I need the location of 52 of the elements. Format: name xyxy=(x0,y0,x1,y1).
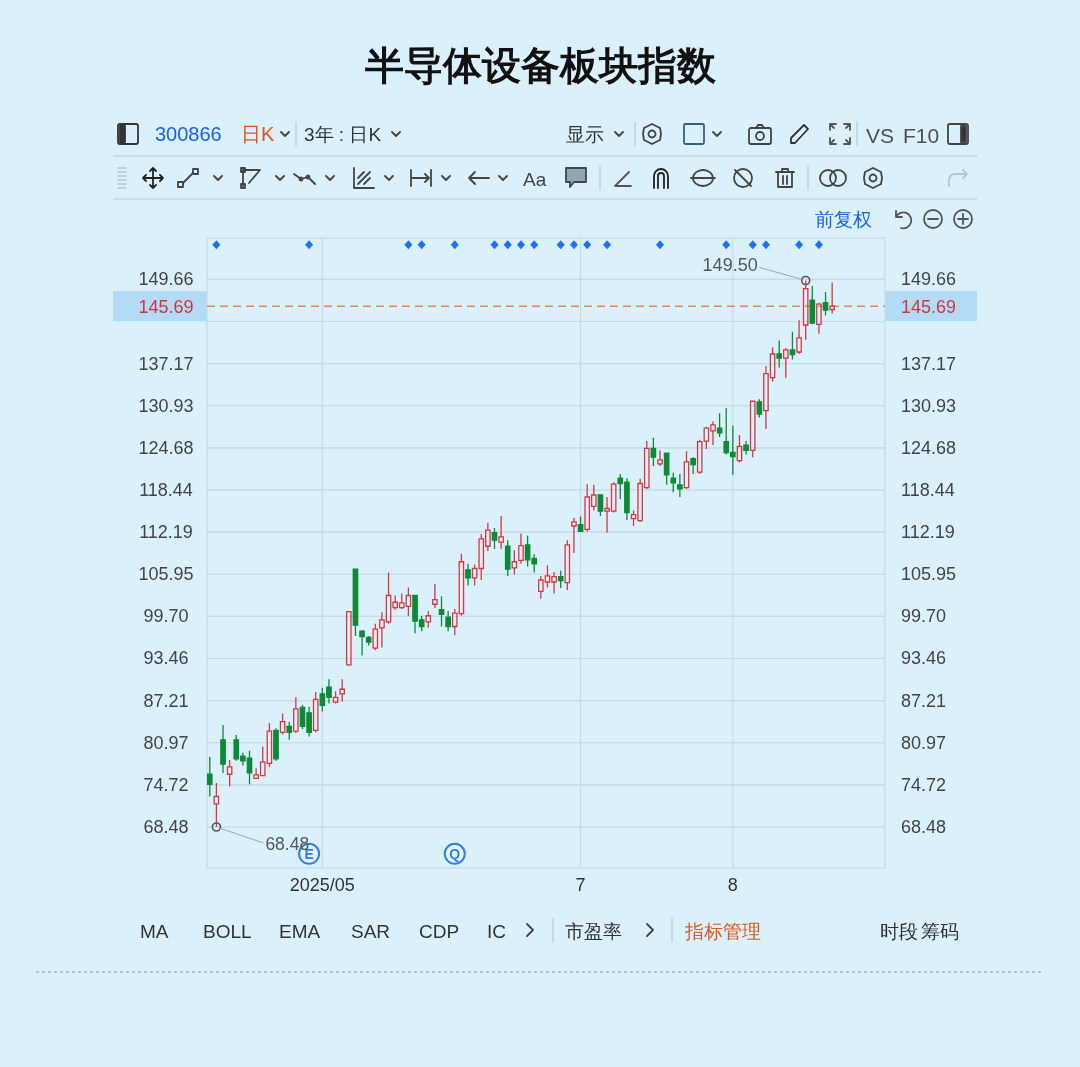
text: 日K xyxy=(241,123,275,145)
y2-tick-label: 105.95 xyxy=(901,564,957,585)
y-tick-label: 99.70 xyxy=(143,606,189,627)
x-tick-label: 7 xyxy=(575,875,586,895)
text: 前复权 xyxy=(815,209,872,230)
y-tick-label: 130.93 xyxy=(138,395,194,416)
x-tick-label: 8 xyxy=(727,875,738,895)
x-tick-label: 2025/05 xyxy=(289,875,355,895)
y2-tick-label: 87.21 xyxy=(901,690,947,711)
text: F10 xyxy=(903,124,940,147)
data-label: 149.50 xyxy=(702,255,758,276)
y-tick-label: 74.72 xyxy=(143,774,189,795)
y-tick-label: 68.48 xyxy=(143,816,189,837)
text: IC xyxy=(487,921,506,942)
y2-tick-label: 112.19 xyxy=(901,522,955,543)
text: CDP xyxy=(419,921,460,942)
text: 筹码 xyxy=(921,921,959,942)
y-tick-label: 124.68 xyxy=(138,437,194,458)
y-tick-label: 112.19 xyxy=(139,522,193,543)
text: 显示 xyxy=(566,124,604,145)
y2-tick-label: 68.48 xyxy=(901,816,947,837)
y2-tick-label: 118.44 xyxy=(901,480,955,500)
y2-tick-label: 137.17 xyxy=(901,353,957,374)
text: 145.69 xyxy=(901,296,957,317)
y-tick-label: 137.17 xyxy=(138,353,194,374)
y2-tick-label: 80.97 xyxy=(901,732,947,753)
text: 市盈率 xyxy=(565,921,622,942)
y-tick-label: 93.46 xyxy=(143,648,189,669)
chart-title: 半导体设备板块指数 xyxy=(363,44,717,87)
y2-tick-label: 74.72 xyxy=(901,774,947,795)
data-label: Q xyxy=(449,845,461,862)
y2-tick-label: 99.70 xyxy=(901,606,947,627)
ref-line-label: 145.69 xyxy=(138,296,194,317)
text: Aa xyxy=(523,169,547,190)
y2-tick-label: 130.93 xyxy=(901,395,957,416)
y-tick-label: 149.66 xyxy=(138,269,194,290)
y-tick-label: 80.97 xyxy=(143,732,189,753)
text: 时段 xyxy=(880,921,918,942)
text: 3年 : 日K xyxy=(304,124,382,145)
y2-tick-label: 149.66 xyxy=(901,269,957,290)
y-tick-label: 118.44 xyxy=(139,480,193,500)
text: 指标管理 xyxy=(684,921,761,942)
y2-tick-label: 124.68 xyxy=(901,437,957,458)
text: EMA xyxy=(279,921,321,942)
y-tick-label: 87.21 xyxy=(143,690,189,711)
y2-tick-label: 93.46 xyxy=(901,648,947,669)
text: 300866 xyxy=(155,123,222,145)
text: BOLL xyxy=(203,921,252,942)
text: SAR xyxy=(351,921,391,942)
y-tick-label: 105.95 xyxy=(138,564,194,585)
text: MA xyxy=(140,921,169,942)
text: VS xyxy=(866,124,895,147)
